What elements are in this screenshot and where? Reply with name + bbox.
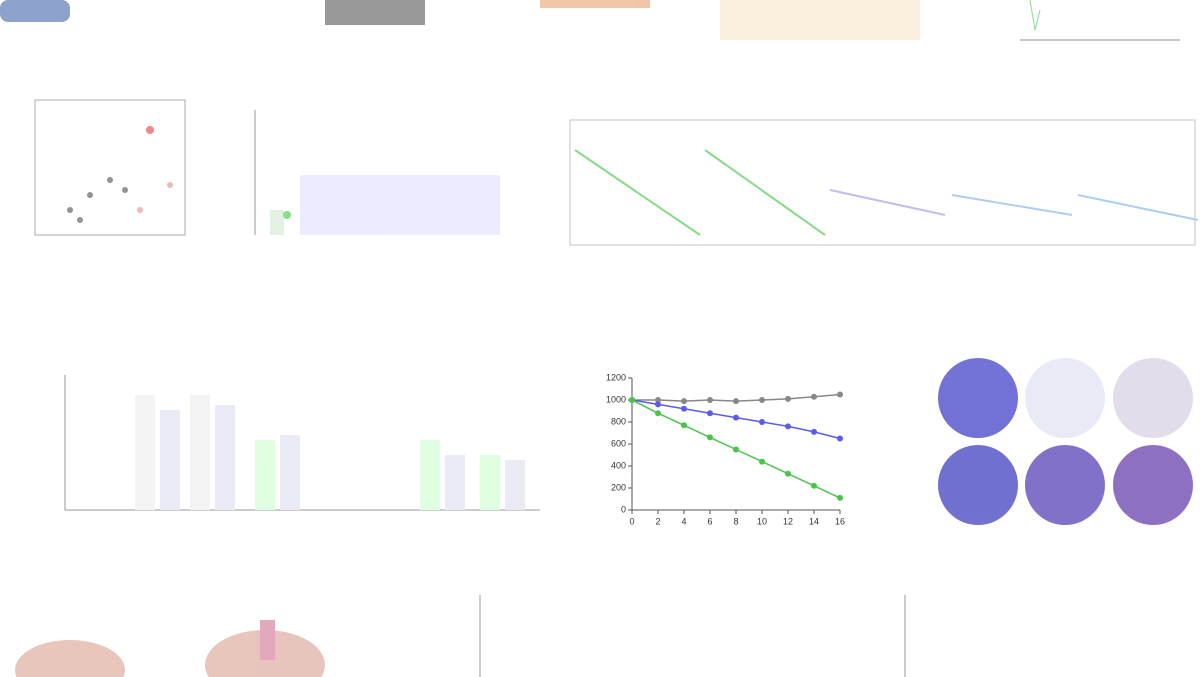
y-tick-label: 400 xyxy=(611,460,626,470)
point xyxy=(837,435,843,442)
y-tick-label: 600 xyxy=(611,438,626,448)
point xyxy=(837,391,843,398)
point xyxy=(655,401,661,408)
point xyxy=(837,494,843,501)
y-tick-label: 1000 xyxy=(606,394,626,404)
point xyxy=(707,397,713,403)
y-tick-label: 800 xyxy=(611,416,626,426)
point xyxy=(811,393,817,400)
point xyxy=(655,410,661,417)
y-tick-label: 0 xyxy=(621,504,626,514)
image xyxy=(325,0,425,25)
point xyxy=(759,458,765,465)
point xyxy=(785,470,791,477)
point xyxy=(811,428,817,435)
x-tick-label: 10 xyxy=(757,516,767,526)
icon xyxy=(0,0,70,22)
dishes xyxy=(938,358,1193,525)
point xyxy=(733,398,739,405)
point xyxy=(707,434,713,441)
x-tick-label: 14 xyxy=(809,516,819,526)
colorbar xyxy=(540,0,650,8)
point xyxy=(733,446,739,453)
x-tick-label: 6 xyxy=(707,516,712,526)
point xyxy=(759,419,765,425)
bar-panel xyxy=(254,110,500,235)
point xyxy=(707,410,713,417)
point xyxy=(785,423,791,430)
line-chart: 0 200 400 600 800 1000 1200 0 2 4 6 8 10 12 14 16 xyxy=(606,372,845,526)
scatter-panel xyxy=(34,99,186,236)
bottom-art xyxy=(15,595,906,677)
x-tick-label: 0 xyxy=(629,516,634,526)
point xyxy=(655,397,661,403)
top-strip xyxy=(0,0,1180,41)
x-tick-label: 8 xyxy=(733,516,738,526)
point xyxy=(785,395,791,402)
curve xyxy=(1029,0,1041,31)
point xyxy=(759,397,765,403)
heatmap xyxy=(720,0,920,40)
x-tick-label: 12 xyxy=(783,516,793,526)
x-tick-label: 2 xyxy=(655,516,660,526)
point xyxy=(629,397,635,403)
point xyxy=(811,482,817,489)
grouped-bars xyxy=(64,375,540,511)
x-tick-label: 4 xyxy=(681,516,686,526)
point xyxy=(681,422,687,429)
y-tick-label: 200 xyxy=(611,482,626,492)
point xyxy=(681,405,687,412)
frame xyxy=(34,99,186,236)
point xyxy=(681,398,687,405)
x-tick-label: 16 xyxy=(835,516,845,526)
y-tick-label: 1200 xyxy=(606,372,626,382)
point xyxy=(733,414,739,421)
waterfall-panels xyxy=(569,119,1199,246)
